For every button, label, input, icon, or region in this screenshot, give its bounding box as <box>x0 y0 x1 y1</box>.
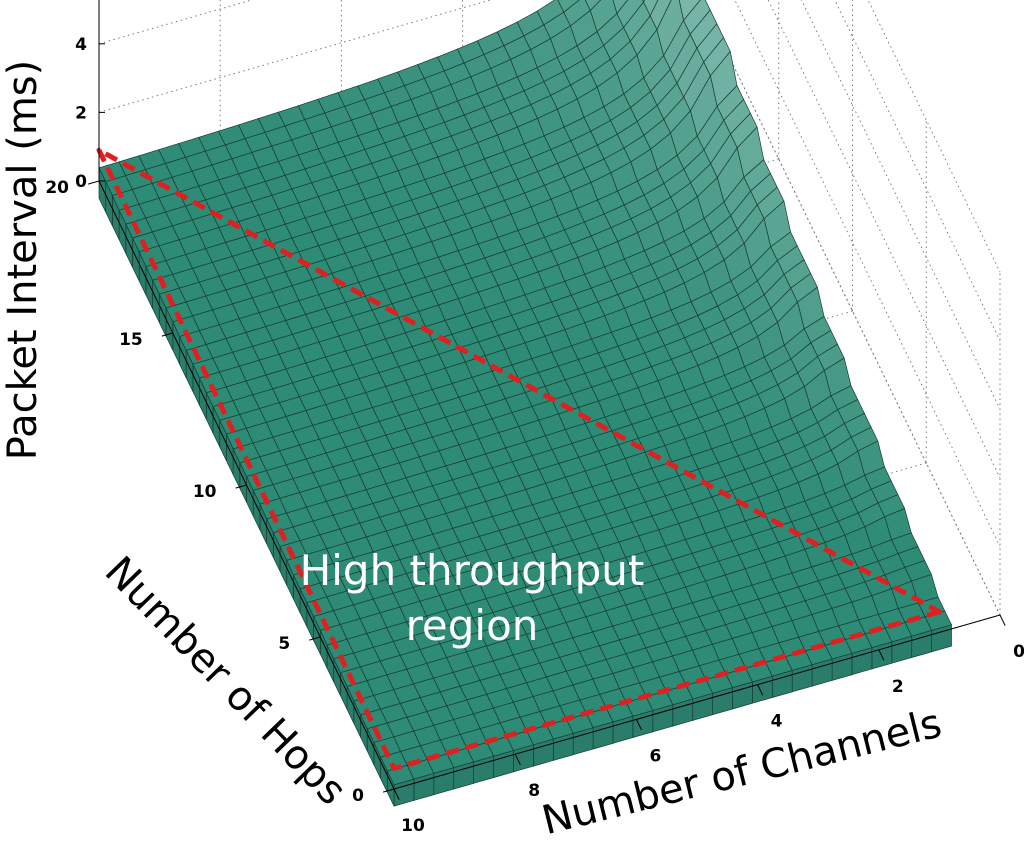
x-tick-label: 4 <box>771 712 783 732</box>
annotation-line-2: region <box>406 601 539 650</box>
x-tick-label: 0 <box>1013 642 1024 662</box>
x-tick-mark <box>393 788 400 800</box>
highlight-border <box>96 147 942 771</box>
x-tick-mark <box>757 684 764 696</box>
x-tick-label: 6 <box>649 746 661 766</box>
grid-line <box>98 0 254 45</box>
y-tick-label: 5 <box>278 634 290 654</box>
y-tick-mark <box>161 332 173 337</box>
y-tick-mark <box>309 636 321 641</box>
grid-line <box>98 0 493 113</box>
z-tick-label: 0 <box>75 172 87 192</box>
surface-mesh <box>98 0 952 807</box>
z-tick-label: 2 <box>75 103 87 123</box>
x-tick-label: 8 <box>528 781 540 801</box>
x-axis-line <box>393 614 1001 790</box>
surface-skirt <box>98 167 107 213</box>
chart-axes: 0246810051015200246810 <box>45 0 1024 836</box>
high-throughput-highlight <box>96 147 942 771</box>
z-axis-label: Packet Interval (ms) <box>0 60 46 461</box>
y-tick-mark <box>87 180 100 185</box>
annotation-line-1: High throughput <box>300 546 645 595</box>
y-tick-label: 15 <box>119 330 143 350</box>
x-tick-mark <box>999 614 1006 626</box>
x-tick-mark <box>514 753 521 766</box>
y-tick-mark <box>382 788 395 793</box>
x-tick-mark <box>635 719 643 731</box>
y-tick-label: 0 <box>352 786 364 806</box>
y-tick-label: 20 <box>45 178 69 198</box>
y-tick-mark <box>235 484 247 489</box>
y-tick-label: 10 <box>193 482 217 502</box>
x-tick-label: 10 <box>401 816 425 836</box>
x-tick-label: 2 <box>892 677 904 697</box>
z-tick-label: 4 <box>75 35 87 55</box>
x-tick-mark <box>878 649 885 661</box>
